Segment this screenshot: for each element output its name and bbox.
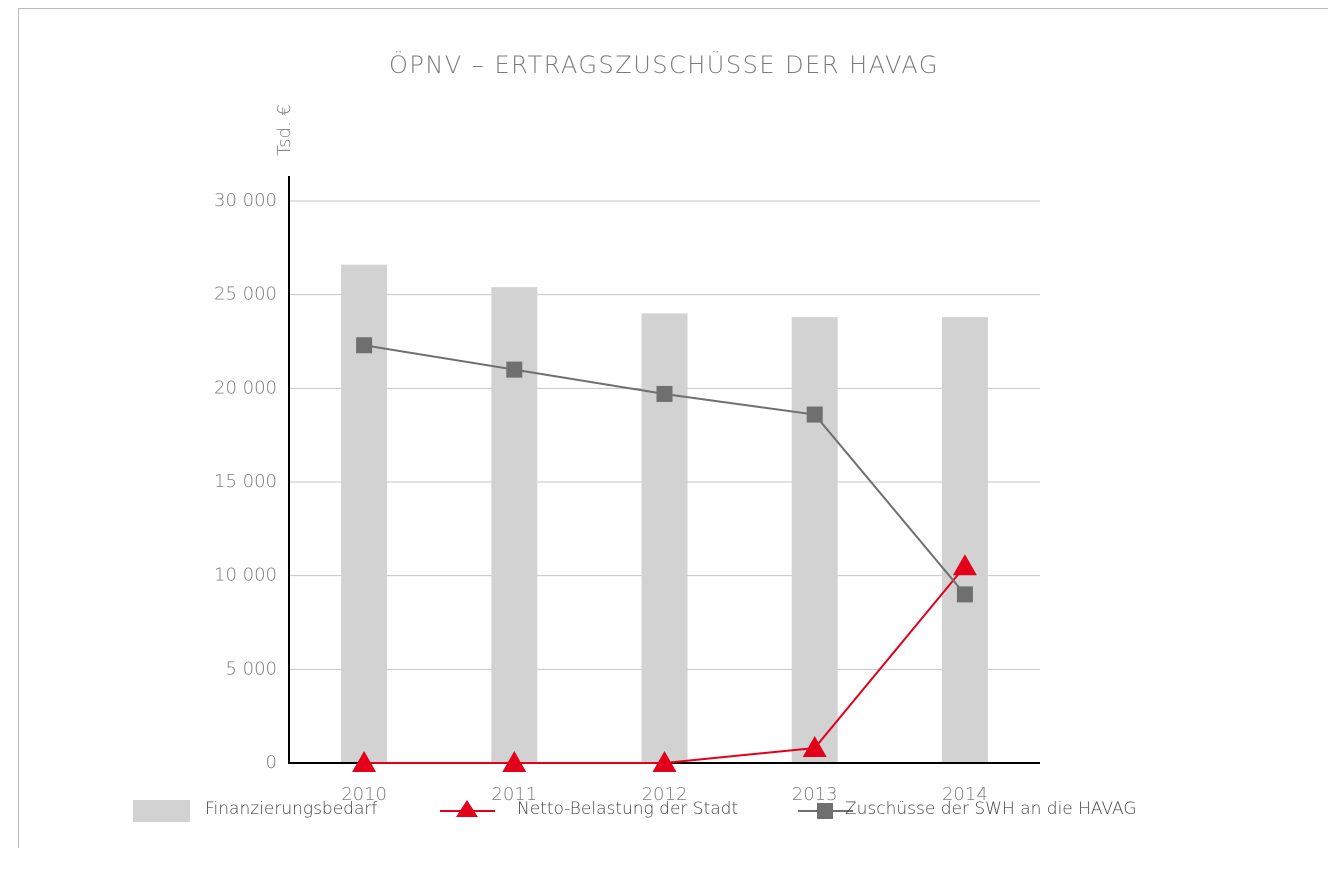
square-marker xyxy=(356,337,373,354)
legend-label: Netto-Belastung der Stadt xyxy=(517,799,738,819)
y-tick-label: 20 000 xyxy=(214,377,277,398)
y-tick-label: 0 xyxy=(266,752,277,773)
legend-label: Zuschüsse der SWH an die HAVAG xyxy=(845,799,1137,819)
y-axis-label: Tsd. € xyxy=(274,104,295,156)
x-tick-label: 2014 xyxy=(942,784,988,805)
y-tick-label: 25 000 xyxy=(214,284,277,305)
bar xyxy=(791,317,838,763)
bar xyxy=(941,317,988,763)
triangle-marker xyxy=(352,751,377,772)
square-marker xyxy=(956,586,973,603)
y-tick-label: 10 000 xyxy=(214,565,277,586)
triangle-marker xyxy=(952,554,977,576)
x-tick-label: 2013 xyxy=(792,784,838,805)
legend-marker xyxy=(817,803,833,819)
bar xyxy=(491,287,538,763)
x-tick-label: 2010 xyxy=(341,784,387,805)
y-tick-label: 30 000 xyxy=(214,190,277,211)
x-tick-label: 2011 xyxy=(491,784,537,805)
triangle-marker xyxy=(802,736,827,758)
square-marker xyxy=(506,361,523,378)
y-tick-label: 15 000 xyxy=(214,471,277,492)
triangle-marker xyxy=(652,751,677,772)
legend-swatch xyxy=(133,800,190,822)
y-tick-label: 5 000 xyxy=(225,658,277,679)
triangle-marker xyxy=(502,751,527,772)
legend-label: Finanzierungsbedarf xyxy=(205,799,377,819)
square-marker xyxy=(656,385,673,402)
legend-marker xyxy=(456,800,478,817)
bar xyxy=(641,313,688,763)
x-tick-label: 2012 xyxy=(642,784,688,805)
chart-title: ÖPNV – ERTRAGSZUSCHÜSSE DER HAVAG xyxy=(389,49,939,79)
square-marker xyxy=(806,406,823,423)
